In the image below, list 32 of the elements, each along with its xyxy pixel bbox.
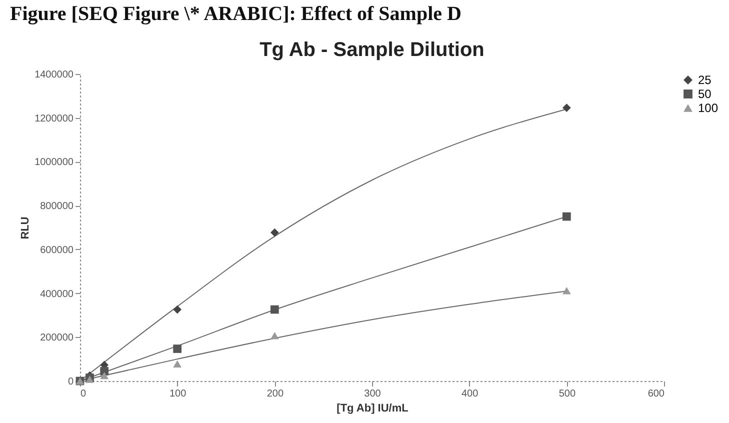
x-tick-label: 500	[558, 388, 576, 400]
x-tick-label: 0	[80, 388, 86, 400]
y-tick-label: 800000	[40, 201, 74, 212]
legend-label: 100	[698, 101, 718, 115]
point	[562, 287, 571, 294]
y-tick-label: 400000	[40, 288, 74, 300]
point	[270, 228, 279, 237]
text: Figure [SEQ Figure \* ARABIC]: Effect of Sample D	[10, 3, 462, 25]
point	[562, 212, 571, 221]
y-tick-label: 600000	[40, 244, 74, 256]
point	[173, 360, 182, 368]
y-tick-label: 1000000	[34, 157, 74, 168]
y-tick-label: 1200000	[34, 113, 74, 124]
point	[270, 305, 279, 314]
x-tick-label: 200	[266, 388, 284, 400]
y-tick-label: 1400000	[34, 70, 74, 80]
x-tick-label: 300	[364, 388, 382, 400]
x-tick-label: 400	[461, 388, 479, 400]
y-tick-label: 0	[68, 376, 74, 388]
x-tick-label: 100	[169, 388, 187, 400]
x-tick-label: 600	[648, 388, 665, 400]
point	[173, 344, 182, 353]
y-axis-title: RLU	[20, 216, 32, 240]
point	[173, 305, 182, 314]
chart-title: Tg Ab - Sample Dilution	[260, 39, 484, 61]
legend-label: 50	[698, 87, 712, 101]
legend-label: 25	[698, 73, 712, 87]
point	[562, 104, 571, 112]
y-tick-label: 200000	[40, 332, 74, 344]
x-axis-title: [Tg Ab] IU/mL	[336, 402, 409, 414]
point	[270, 332, 279, 340]
point	[100, 372, 109, 380]
